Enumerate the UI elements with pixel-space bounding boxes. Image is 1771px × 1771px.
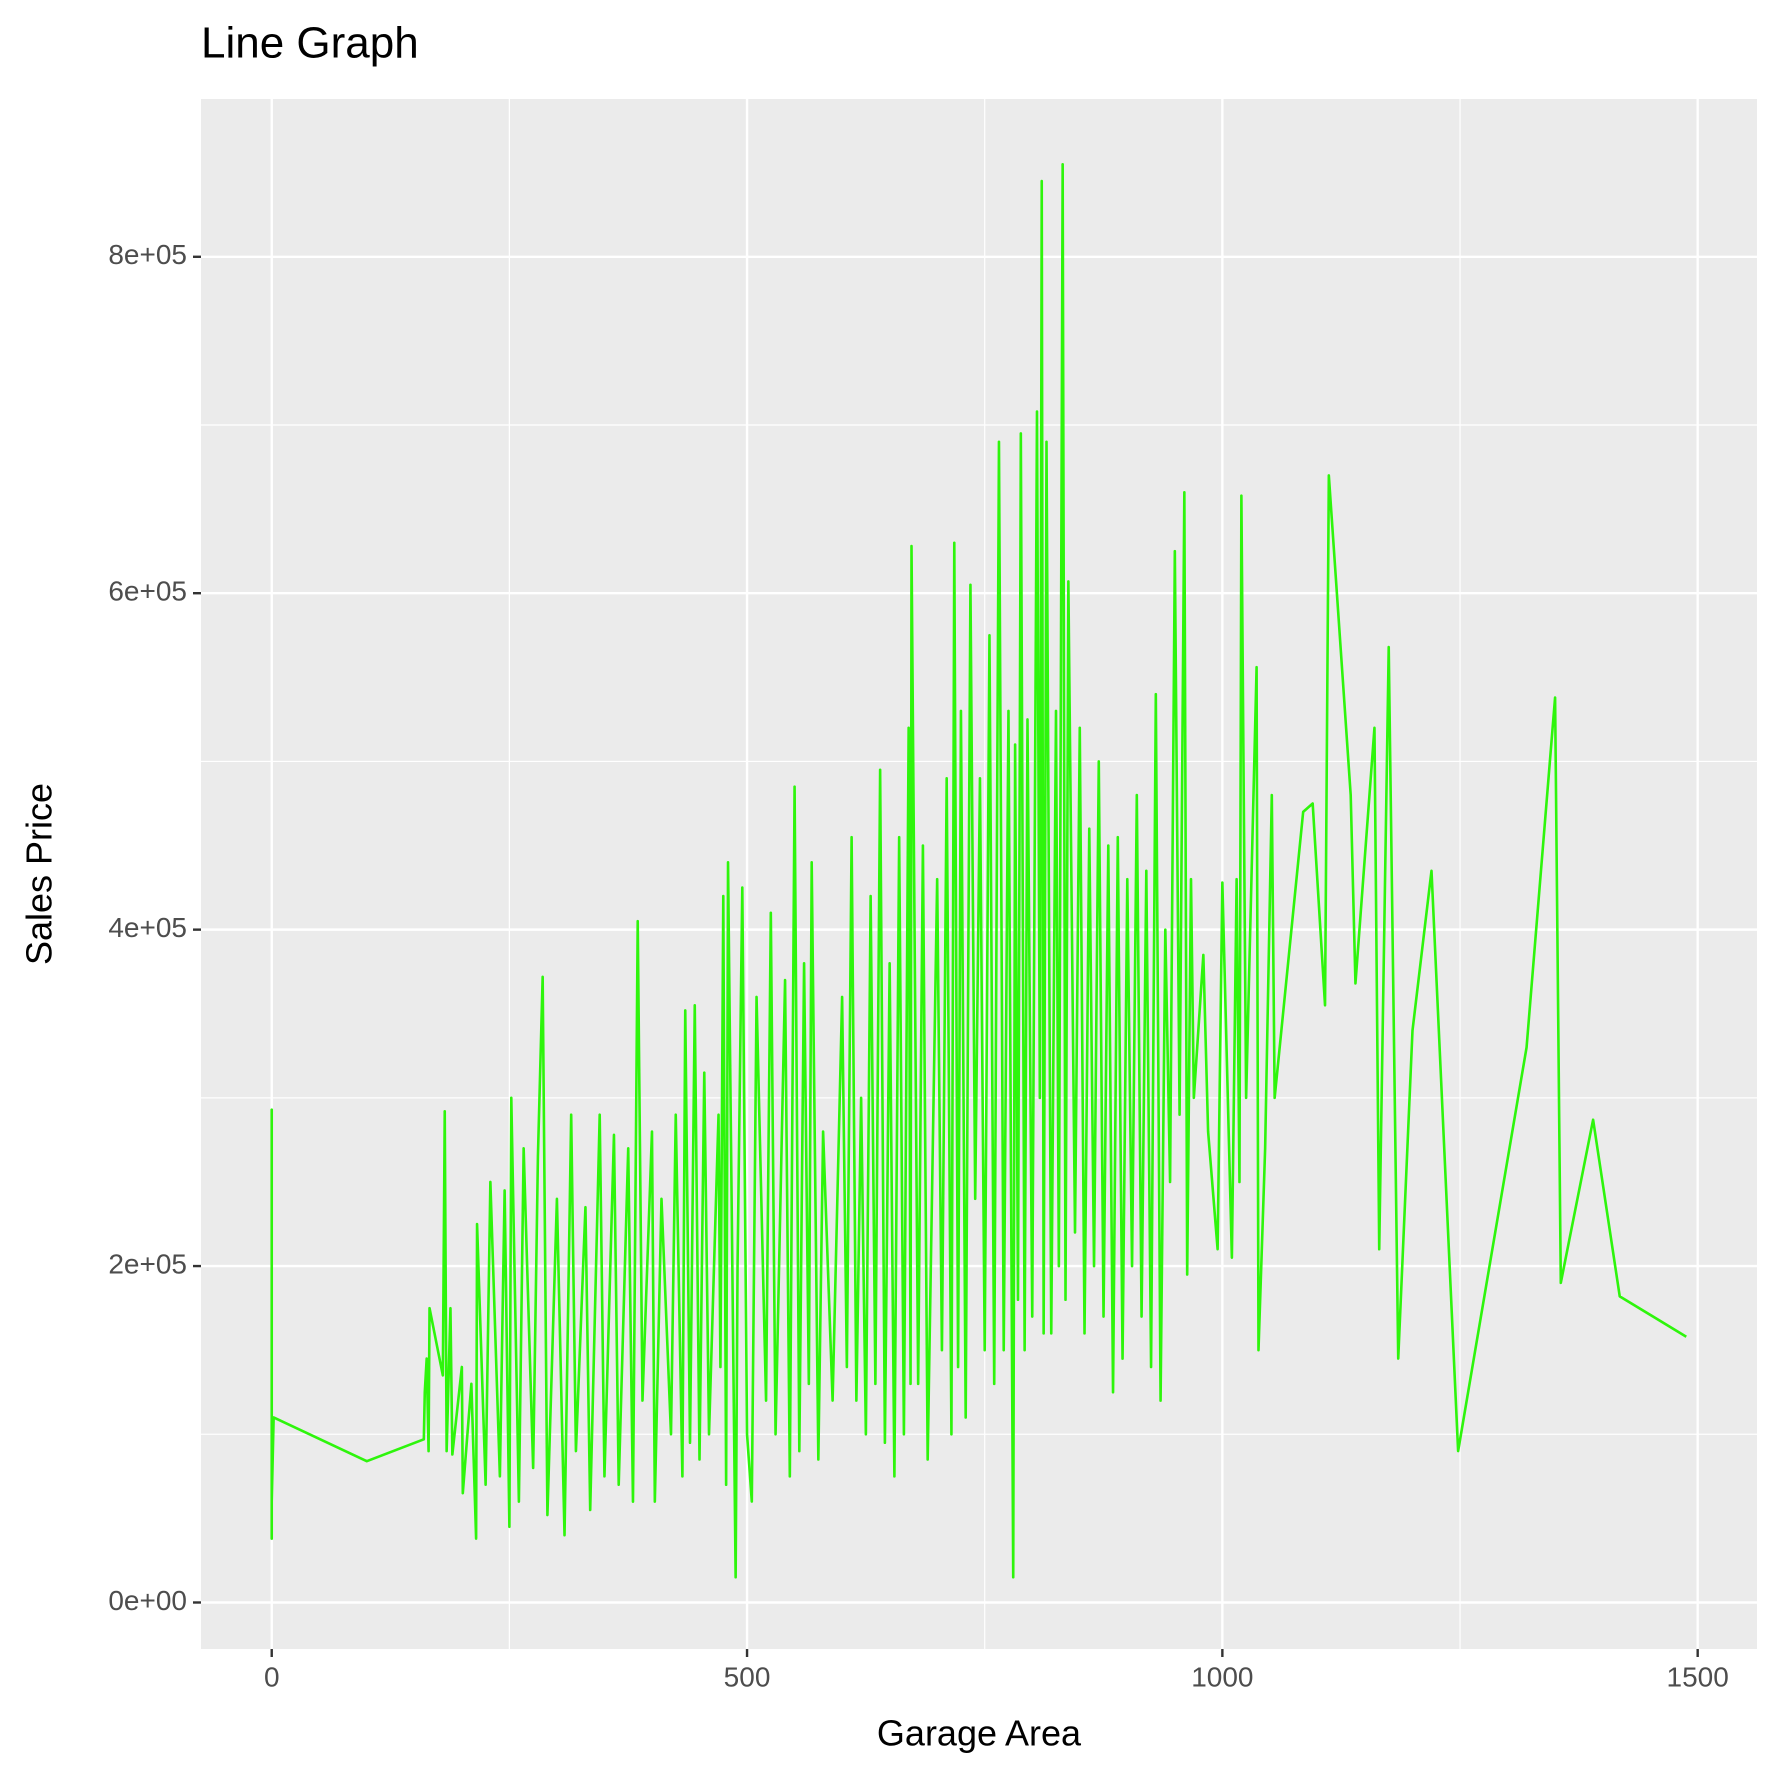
y-tick-label: 6e+05 <box>108 576 187 607</box>
y-tick-label: 8e+05 <box>108 239 187 270</box>
y-tick-label: 0e+00 <box>108 1585 187 1616</box>
x-tick-label: 1000 <box>1191 1661 1253 1692</box>
data-line <box>270 162 1687 1579</box>
y-tick-label: 2e+05 <box>108 1248 187 1279</box>
x-tick-label: 500 <box>724 1661 771 1692</box>
x-axis-title: Garage Area <box>877 1713 1082 1754</box>
x-tick-label: 0 <box>264 1661 280 1692</box>
y-axis-title: Sales Price <box>19 783 60 965</box>
x-tick-label: 1500 <box>1667 1661 1729 1692</box>
y-tick-label: 4e+05 <box>108 912 187 943</box>
chart-title: Line Graph <box>201 19 419 68</box>
